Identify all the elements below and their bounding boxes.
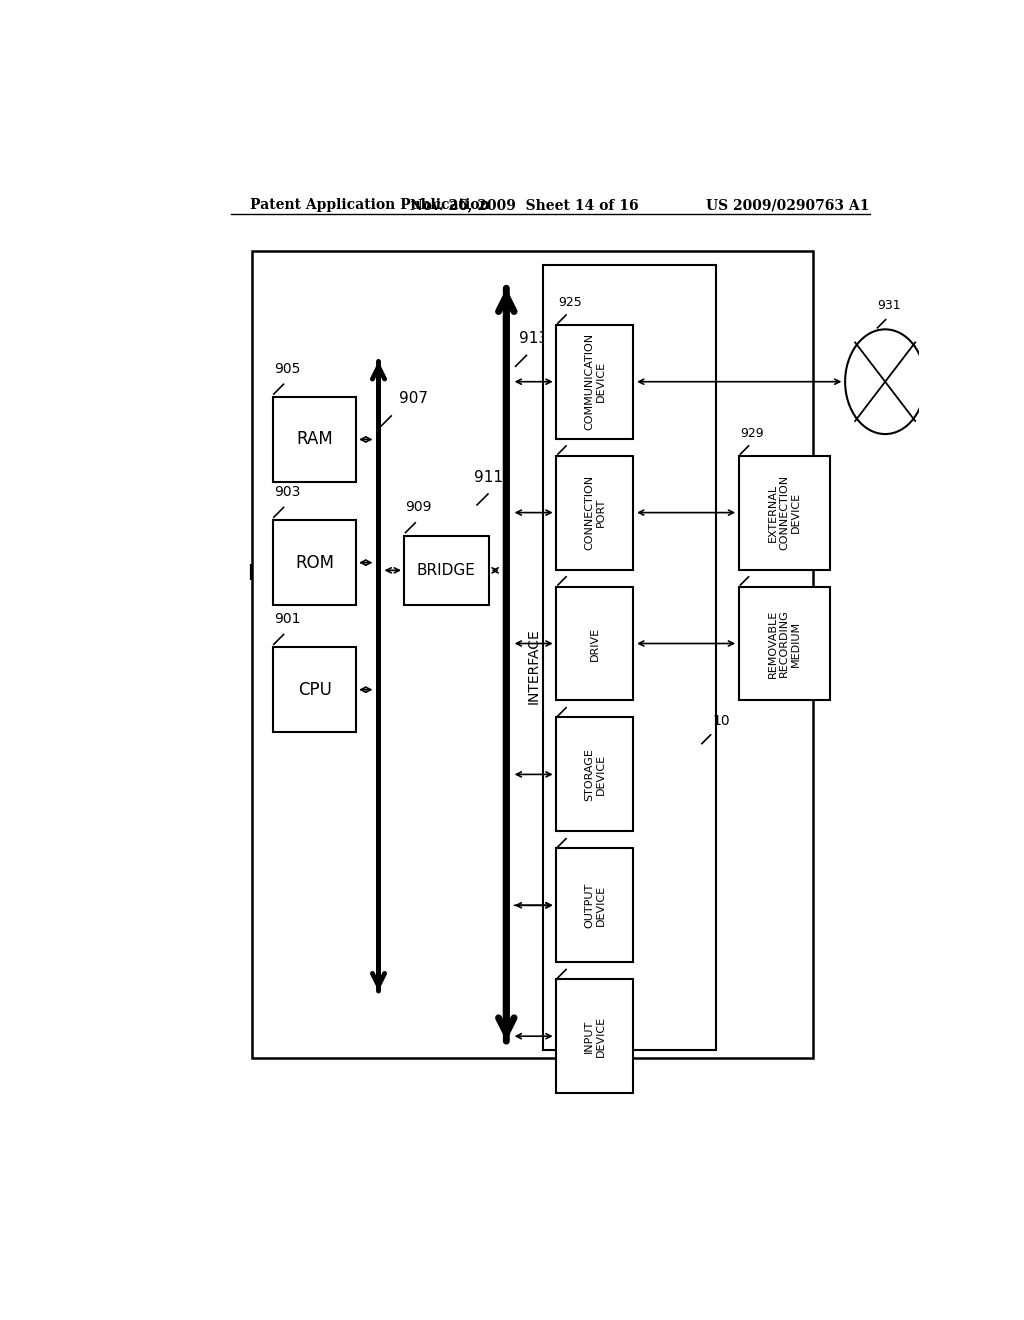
Bar xyxy=(556,455,634,570)
Text: 929: 929 xyxy=(740,428,764,441)
Bar xyxy=(739,586,829,701)
Text: 927: 927 xyxy=(740,558,764,572)
Text: 10: 10 xyxy=(713,714,730,729)
Ellipse shape xyxy=(845,330,926,434)
Text: EXTERNAL
CONNECTION
DEVICE: EXTERNAL CONNECTION DEVICE xyxy=(768,475,801,550)
Text: 903: 903 xyxy=(273,484,300,499)
Text: CONNECTION
PORT: CONNECTION PORT xyxy=(584,475,605,550)
Bar xyxy=(273,647,356,733)
Text: 905: 905 xyxy=(273,362,300,376)
Bar xyxy=(273,397,356,482)
Bar xyxy=(273,520,356,605)
Text: OUTPUT
DEVICE: OUTPUT DEVICE xyxy=(584,883,605,928)
Bar xyxy=(556,849,634,962)
Text: 925: 925 xyxy=(558,296,582,309)
Text: INPUT
DEVICE: INPUT DEVICE xyxy=(584,1015,605,1057)
Text: 919: 919 xyxy=(558,689,582,702)
Text: US 2009/0290763 A1: US 2009/0290763 A1 xyxy=(707,198,869,213)
Bar xyxy=(403,536,488,605)
Text: 911: 911 xyxy=(474,470,503,484)
Bar xyxy=(556,325,634,438)
Text: INTERFACE: INTERFACE xyxy=(526,628,541,705)
Text: 901: 901 xyxy=(273,611,300,626)
Text: 923: 923 xyxy=(558,428,582,441)
Text: COMMUNICATION
DEVICE: COMMUNICATION DEVICE xyxy=(584,333,605,430)
Text: Nov. 26, 2009  Sheet 14 of 16: Nov. 26, 2009 Sheet 14 of 16 xyxy=(411,198,639,213)
Text: Patent Application Publication: Patent Application Publication xyxy=(250,198,489,213)
Text: 909: 909 xyxy=(406,500,432,515)
Text: RAM: RAM xyxy=(296,430,333,449)
Text: 931: 931 xyxy=(878,300,901,313)
Bar xyxy=(252,251,813,1057)
Text: REMOVABLE
RECORDING
MEDIUM: REMOVABLE RECORDING MEDIUM xyxy=(768,610,801,677)
Bar xyxy=(556,979,634,1093)
Text: DRIVE: DRIVE xyxy=(590,627,600,660)
Text: 915: 915 xyxy=(558,950,582,964)
Text: BRIDGE: BRIDGE xyxy=(417,562,476,578)
Text: 921: 921 xyxy=(558,558,582,572)
Text: FIG.15: FIG.15 xyxy=(248,564,324,585)
Bar xyxy=(543,265,716,1051)
Bar xyxy=(556,718,634,832)
Text: 907: 907 xyxy=(398,391,428,407)
Text: CPU: CPU xyxy=(298,681,332,698)
Text: 913: 913 xyxy=(518,331,548,346)
Text: STORAGE
DEVICE: STORAGE DEVICE xyxy=(584,748,605,801)
Bar xyxy=(556,586,634,701)
Text: 917: 917 xyxy=(558,820,582,833)
Text: ROM: ROM xyxy=(295,553,334,572)
Bar xyxy=(739,455,829,570)
